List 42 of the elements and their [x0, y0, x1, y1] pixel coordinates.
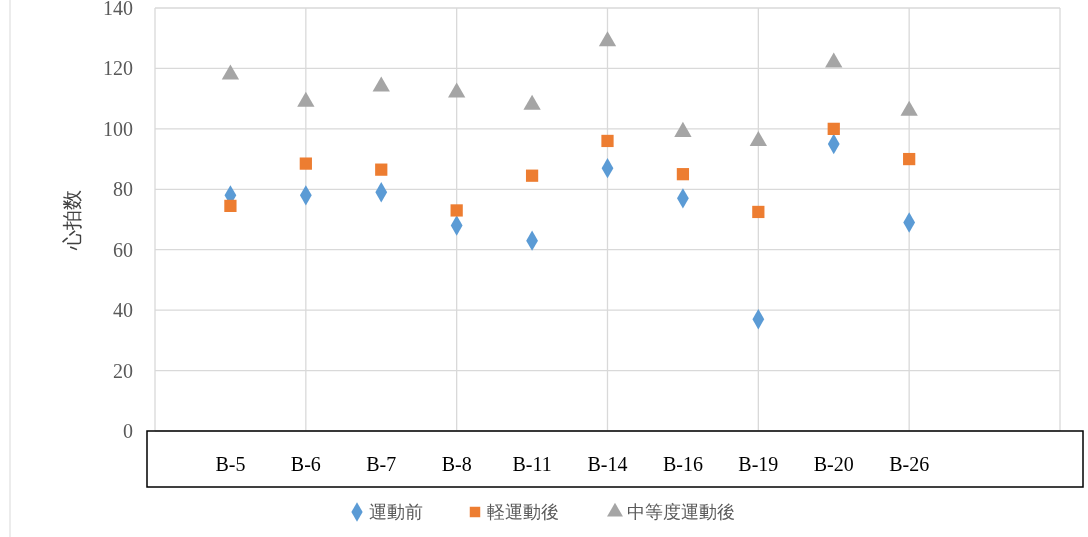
point: [676, 168, 690, 181]
point: [221, 64, 240, 80]
x-tick-label: B-20: [813, 453, 854, 475]
y-axis-title: 心拍数: [60, 189, 84, 251]
point: [523, 94, 541, 110]
point: [601, 134, 614, 148]
x-tick-label: B-19: [738, 453, 779, 475]
point: [598, 31, 617, 47]
x-tick-label: B-16: [662, 453, 703, 475]
point: [297, 91, 315, 107]
point: [525, 169, 539, 182]
point: [825, 52, 843, 68]
point: [224, 199, 237, 213]
point: [827, 122, 840, 135]
x-tick-label: B-7: [366, 453, 397, 475]
x-tick-label: B-8: [441, 453, 472, 475]
point: [752, 205, 765, 219]
y-tick-label: 140: [103, 0, 133, 19]
point: [674, 121, 692, 137]
legend-label: 軽運動後: [487, 501, 559, 523]
point: [375, 163, 388, 176]
x-tick-label: B-11: [512, 453, 552, 475]
point: [299, 157, 312, 170]
point: [903, 152, 916, 166]
y-tick-label: 0: [123, 420, 133, 442]
y-tick-label: 80: [113, 178, 133, 201]
point: [372, 76, 390, 92]
y-tick-label: 40: [113, 299, 133, 322]
x-tick-label: B-14: [587, 453, 628, 475]
point: [450, 204, 463, 217]
y-tick-label: 120: [103, 57, 133, 80]
legend-label: 運動前: [369, 501, 423, 523]
x-tick-label: B-6: [290, 453, 321, 475]
x-tick-label: B-26: [889, 453, 930, 475]
y-tick-label: 100: [103, 117, 133, 140]
legend-label: 中等度運動後: [627, 501, 735, 523]
point: [749, 130, 767, 146]
point: [900, 100, 918, 116]
y-tick-label: 20: [113, 359, 133, 382]
point: [448, 82, 466, 98]
x-tick-label: B-5: [215, 453, 246, 475]
y-tick-label: 60: [113, 238, 133, 261]
